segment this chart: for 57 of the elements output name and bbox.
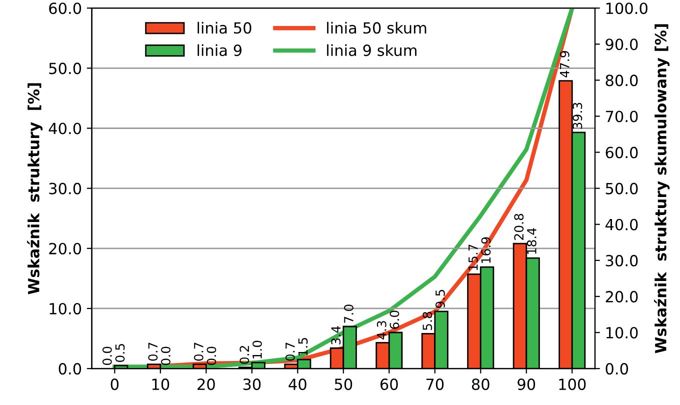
data-label: 6.0 [390,310,400,329]
y-tick-label: 0.0 [58,363,82,375]
data-label: 0.0 [206,346,216,365]
x-tick-label: 70 [426,378,444,390]
y2-tick-label: 60.0 [606,146,638,158]
data-label: 20.8 [514,214,524,240]
data-label: 0.7 [285,342,295,361]
x-tick-label: 0 [110,378,119,390]
y2-tick-label: 20.0 [606,290,638,302]
y-axis-title: Wskaźnik struktury [%] [26,83,43,294]
data-label: 0.0 [102,346,112,365]
y-tick-label: 60.0 [49,2,82,14]
data-label: 15.7 [468,244,478,270]
y2-axis-title: Wskaźnik struktury skumulowany [%] [654,24,670,354]
legend-label: linia 9 skum [327,44,416,56]
data-label: 0.7 [194,342,204,361]
data-label: 0.0 [160,346,170,365]
legend-label: linia 50 skum [327,22,426,34]
data-label: 1.0 [252,340,262,358]
y2-tick-label: 100.0 [606,2,648,14]
y2-tick-label: 40.0 [605,218,638,230]
x-tick-label: 30 [243,378,261,390]
y2-tick-label: 90.0 [606,38,638,50]
y-tick-label: 40.0 [48,122,82,134]
data-label: 0.7 [148,342,158,361]
y-tick-label: 10.0 [50,302,82,314]
data-label: 5.8 [422,312,432,330]
x-tick-label: 80 [472,378,490,390]
data-label: 47.9 [560,51,570,78]
y2-tick-label: 30.0 [606,254,638,266]
legend-label: linia 9 [198,44,242,56]
y2-tick-label: 10.0 [606,326,638,339]
y2-tick-label: 70.0 [606,110,638,122]
x-tick-label: 90 [518,378,536,390]
data-label: 16.9 [481,237,491,263]
data-label: 9.5 [435,290,445,308]
data-label: 3.4 [331,326,341,344]
data-label: 7.0 [344,304,354,323]
y2-tick-label: 50.0 [606,182,638,194]
legend-label: linia 50 [198,22,252,34]
data-label: 39.3 [572,102,582,129]
data-label: 18.4 [526,228,536,254]
data-label: 4.3 [376,321,386,340]
y2-tick-label: 80.0 [606,74,638,86]
data-label: 0.5 [115,344,125,362]
y-tick-label: 20.0 [49,242,82,254]
data-label: 0.2 [240,346,250,364]
y-tick-label: 30.0 [49,182,82,194]
data-label: 1.5 [298,338,308,356]
x-tick-label: 40 [288,378,306,390]
y-tick-label: 50.0 [49,62,82,74]
y2-tick-label: 0.0 [606,363,628,375]
x-tick-label: 10 [152,378,170,390]
x-tick-label: 60 [380,378,398,390]
x-tick-label: 50 [334,378,352,390]
x-tick-label: 20 [198,378,215,390]
x-tick-label: 100 [559,378,586,390]
